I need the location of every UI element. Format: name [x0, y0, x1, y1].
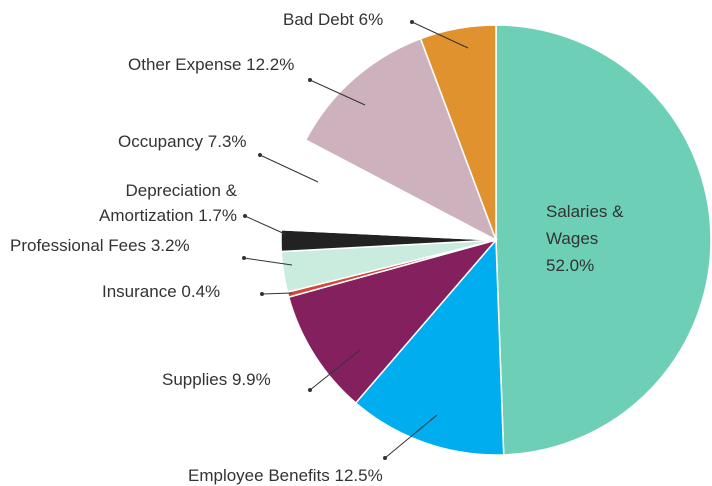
value-label: 6%: [358, 10, 384, 29]
value-label: 0.4%: [181, 282, 221, 301]
category: Professional Fees: [10, 236, 147, 255]
slice-label: Bad Debt 6%: [283, 9, 383, 31]
pie-slice: [495, 24, 712, 456]
slice-label: Supplies 9.9%: [162, 369, 271, 391]
value-label: 12.2%: [246, 55, 295, 74]
slice-label: Occupancy 7.3%: [118, 131, 247, 153]
pie-slice: [304, 37, 498, 242]
pie-slice: [419, 24, 497, 241]
value-label: 12.5%: [334, 466, 383, 485]
category: Depreciation & Amortization: [99, 181, 237, 225]
pie-slice: [354, 238, 505, 456]
category: Salaries & Wages: [546, 202, 624, 248]
category: Employee Benefits: [188, 466, 330, 485]
value-label: 9.9%: [231, 370, 271, 389]
slice-label: Salaries & Wages 52.0%: [546, 198, 631, 279]
category: Other Expense: [128, 55, 242, 74]
category: Supplies: [162, 370, 228, 389]
slice-label: Insurance 0.4%: [102, 281, 220, 303]
value-label: 1.7%: [198, 206, 237, 225]
value-label: 3.2%: [150, 236, 190, 255]
slice-label: Professional Fees 3.2%: [10, 235, 190, 257]
category: Bad Debt: [283, 10, 354, 29]
slice-label: Other Expense 12.2%: [128, 54, 294, 76]
value-label: 52.0%: [546, 256, 595, 275]
leaders: [242, 20, 469, 460]
category: Insurance: [102, 282, 177, 301]
slice-label: Depreciation & Amortization 1.7%: [57, 178, 237, 228]
slice-label: Employee Benefits 12.5%: [188, 465, 383, 486]
pie-slice: [287, 238, 499, 405]
value-label: 7.3%: [207, 132, 247, 151]
category: Occupancy: [118, 132, 204, 151]
